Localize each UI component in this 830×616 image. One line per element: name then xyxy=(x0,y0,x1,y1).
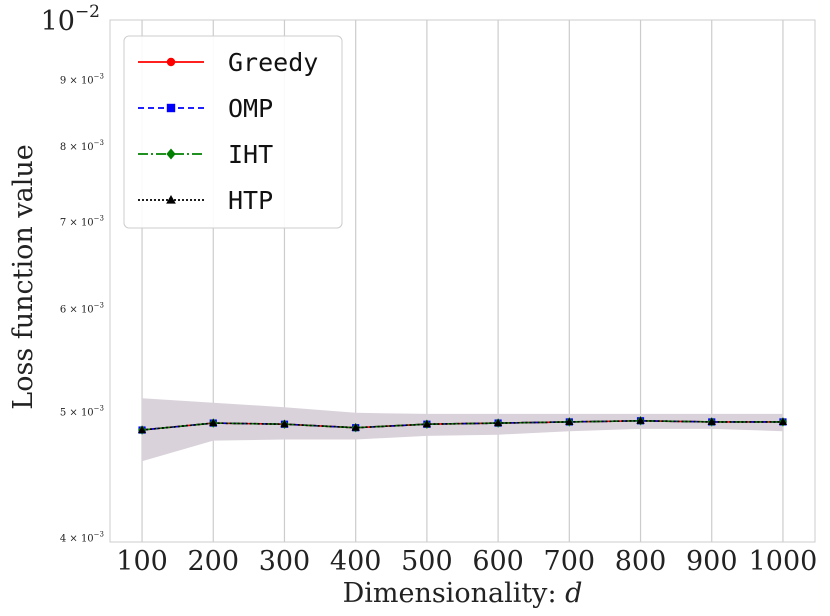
legend-label-htp: HTP xyxy=(228,186,273,215)
legend-label-iht: IHT xyxy=(228,140,273,169)
x-axis-label: Dimensionality: d xyxy=(343,578,583,609)
y-tick-minor-4: 4 × 10−3 xyxy=(60,531,104,545)
x-tick-200: 200 xyxy=(187,546,239,577)
y-tick-minor-7: 7 × 10−3 xyxy=(60,215,104,229)
point-htp-800 xyxy=(636,416,645,424)
x-tick-100: 100 xyxy=(116,546,168,577)
x-tick-labels: 100 200 300 400 500 600 700 800 900 1000 xyxy=(116,546,817,577)
x-tick-300: 300 xyxy=(259,546,311,577)
x-axis-label-text: Dimensionality: xyxy=(343,578,566,609)
legend-entry-iht: IHT xyxy=(138,140,273,169)
legend-label-greedy: Greedy xyxy=(228,48,318,77)
confidence-band xyxy=(142,398,783,462)
y-axis-label: Loss function value xyxy=(8,144,39,409)
point-htp-1000 xyxy=(778,417,788,425)
legend: Greedy OMP IHT HTP xyxy=(123,35,343,229)
series-layer xyxy=(137,416,788,435)
x-tick-400: 400 xyxy=(330,546,382,577)
legend-marker-greedy xyxy=(166,57,176,67)
legend-marker-htp xyxy=(166,194,176,204)
legend-label-omp: OMP xyxy=(228,94,273,123)
y-tick-labels: 10−2 9 × 10−3 8 × 10−3 7 × 10−3 6 × 10−3 5 × … xyxy=(41,2,104,545)
y-tick-minor-5: 5 × 10−3 xyxy=(60,405,104,419)
point-htp-900 xyxy=(707,417,716,425)
point-htp-100 xyxy=(137,425,147,434)
legend-entry-greedy: Greedy xyxy=(138,48,318,77)
x-tick-700: 700 xyxy=(544,546,596,577)
series-line-htp xyxy=(141,419,783,431)
series-htp xyxy=(137,416,788,434)
legend-marker-iht xyxy=(166,148,176,160)
y-tick-minor-9: 9 × 10−3 xyxy=(60,73,104,87)
y-tick-minor-6: 6 × 10−3 xyxy=(60,302,104,316)
x-axis-label-variable: d xyxy=(565,578,582,609)
point-htp-400 xyxy=(351,423,360,431)
plot-frame xyxy=(109,19,816,543)
x-tick-800: 800 xyxy=(615,546,667,577)
legend-entry-omp: OMP xyxy=(138,94,273,123)
band-area xyxy=(142,398,783,462)
x-tick-900: 900 xyxy=(686,546,738,577)
y-tick-major: 10−2 xyxy=(41,2,100,37)
point-htp-600 xyxy=(493,418,503,427)
legend-box xyxy=(123,35,343,229)
point-htp-300 xyxy=(280,419,289,428)
point-htp-500 xyxy=(422,419,432,428)
legend-marker-omp xyxy=(166,103,176,113)
x-tick-500: 500 xyxy=(401,546,453,577)
legend-entry-htp: HTP xyxy=(138,186,273,215)
point-htp-200 xyxy=(209,418,218,427)
y-tick-minor-8: 8 × 10−3 xyxy=(60,139,104,153)
x-tick-1000: 1000 xyxy=(749,546,818,577)
point-htp-700 xyxy=(565,417,574,425)
x-tick-600: 600 xyxy=(472,546,524,577)
